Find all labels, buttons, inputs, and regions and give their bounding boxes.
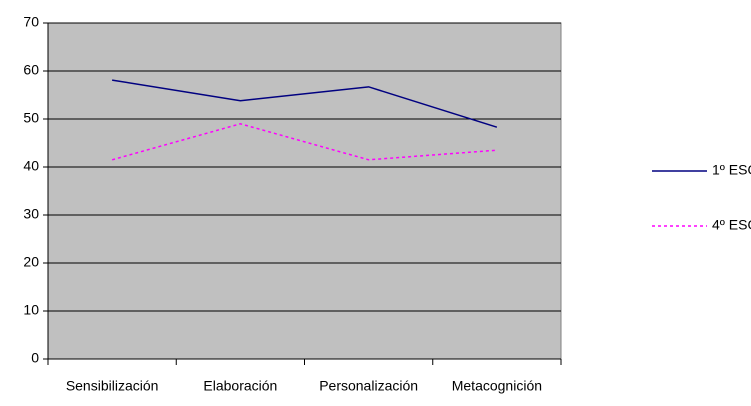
y-tick-label: 20 <box>23 254 39 270</box>
legend-label: 1º ESO <box>712 162 751 178</box>
x-tick-label: Elaboración <box>203 378 277 394</box>
y-tick-label: 70 <box>23 14 39 30</box>
series-line <box>112 79 498 128</box>
plot-area <box>47 22 562 360</box>
x-tick-label: Sensibilización <box>66 378 159 394</box>
y-tick-label: 30 <box>23 206 39 222</box>
y-tick-label: 60 <box>23 62 39 78</box>
y-tick-label: 40 <box>23 158 39 174</box>
x-tick-label: Personalización <box>319 378 418 394</box>
y-tick-label: 10 <box>23 302 39 318</box>
y-tick-label: 50 <box>23 110 39 126</box>
x-tick-label: Metacognición <box>452 378 542 394</box>
y-tick-label: 0 <box>31 350 39 366</box>
series-line <box>111 123 497 161</box>
legend-label: 4º ESO <box>712 217 751 233</box>
